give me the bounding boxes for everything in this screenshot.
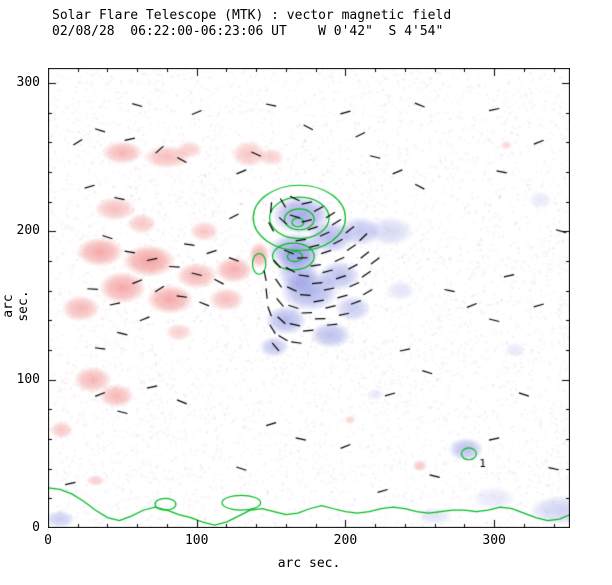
y-axis-title: arc sec.	[1, 290, 31, 322]
x-axis-tick-labels: 0 100 200 300	[44, 533, 570, 551]
x-axis-title: arc sec.	[277, 556, 341, 571]
figure-subtitle: 02/08/28 06:22:00-06:23:06 UT W 0'42" S …	[52, 24, 444, 39]
plot-area	[48, 68, 570, 528]
x-tick-label: 0	[44, 533, 52, 548]
x-tick-label: 300	[482, 533, 506, 548]
y-tick-label: 300	[16, 74, 40, 90]
y-tick-label: 100	[16, 371, 40, 387]
y-axis-tick-labels: 0 100 200 300	[0, 68, 42, 535]
x-tick-label: 100	[184, 533, 209, 548]
x-tick-label: 200	[333, 533, 358, 548]
y-tick-label: 200	[16, 223, 40, 239]
magnetogram-canvas	[48, 68, 570, 528]
figure-title: Solar Flare Telescope (MTK) : vector mag…	[52, 8, 452, 23]
y-tick-label: 0	[32, 520, 40, 535]
